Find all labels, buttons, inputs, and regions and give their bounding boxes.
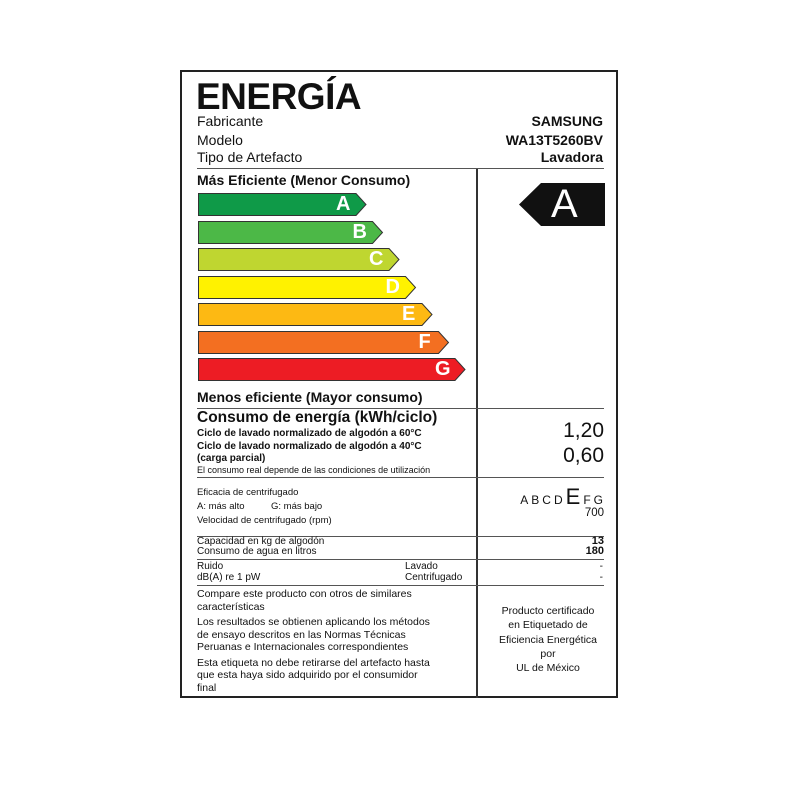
noise-unit: dB(A) re 1 pW	[197, 572, 261, 583]
consumption-heading: Consumo de energía (kWh/ciclo)	[197, 409, 438, 426]
footer-notes: Compare este producto con otros de simil…	[197, 588, 430, 694]
cycle-40-sublabel: (carga parcial)	[197, 453, 266, 464]
remove-note-3: final	[197, 681, 217, 694]
cert-line: Producto certificado	[501, 605, 595, 617]
noise-spin-label: Centrifugado	[405, 572, 463, 583]
type-value: Lavadora	[540, 149, 603, 165]
results-note: Los resultados se obtienen aplicando los…	[197, 616, 430, 628]
model-label: Modelo	[197, 132, 243, 148]
divider	[197, 585, 604, 586]
capacity-value: 13	[591, 535, 604, 547]
efficiency-bar-letter: G	[435, 358, 451, 380]
cert-line: por	[540, 647, 556, 660]
rating-indicator: A	[519, 183, 605, 226]
spin-speed-value: 700	[584, 507, 604, 519]
noise-wash-label: Lavado	[405, 561, 438, 572]
efficiency-bar-letter: D	[385, 275, 400, 298]
page-title: ENERGÍA	[196, 76, 362, 117]
efficiency-bar-letter: C	[369, 248, 384, 270]
efficiency-bar-letter: F	[418, 330, 431, 353]
energy-label	[180, 70, 618, 698]
spin-class-e: E	[565, 484, 582, 509]
noise-spin-value: -	[599, 572, 603, 583]
efficiency-bar-letter: A	[336, 193, 351, 215]
cycle-60-value: 1,20	[563, 419, 604, 442]
capacity-label: Capacidad en kg de algodón	[197, 536, 325, 547]
divider	[197, 559, 604, 560]
spin-speed-label: Velocidad de centrifugado (rpm)	[197, 515, 332, 526]
divider	[197, 536, 604, 537]
water-value: 180	[585, 545, 604, 557]
remove-note: Esta etiqueta no debe retirarse del arte…	[197, 656, 430, 669]
spin-class-g: G	[593, 493, 604, 507]
spin-low-label: G: más bajo	[271, 501, 323, 512]
cycle-60-label: Ciclo de lavado normalizado de algodón a…	[197, 428, 422, 439]
manufacturer-value: SAMSUNG	[531, 113, 603, 129]
noise-wash-value: -	[599, 561, 603, 572]
divider	[197, 477, 604, 478]
water-label: Consumo de agua en litros	[197, 546, 317, 557]
cert-line: en Etiquetado de	[508, 619, 588, 632]
compare-note-2: características	[197, 600, 265, 613]
results-note-2: de ensayo descritos en las Normas Técnic…	[197, 628, 406, 641]
type-label: Tipo de Artefacto	[197, 149, 303, 165]
manufacturer-label: Fabricante	[197, 113, 264, 129]
spin-class-b: B	[531, 493, 541, 507]
spin-class-f: F	[583, 493, 592, 507]
cert-line: Eficiencia Energética	[498, 633, 598, 646]
remove-note-2: que esta haya sido adquirido por el cons…	[197, 669, 418, 681]
rating-letter: A	[551, 182, 578, 226]
least-efficient-label: Menos eficiente (Mayor consumo)	[197, 389, 423, 405]
spin-class-a: A	[520, 493, 530, 507]
most-efficient-label: Más Eficiente (Menor Consumo)	[197, 172, 411, 188]
cycle-40-value: 0,60	[563, 444, 604, 467]
results-note-3: Peruanas e Internacionales correspondien…	[197, 641, 409, 653]
spin-class-d: D	[553, 493, 564, 507]
model-value: WA13T5260BV	[505, 132, 603, 148]
certification: Producto certificado en Etiquetado de Ef…	[478, 604, 618, 675]
spin-class-c: C	[542, 493, 552, 507]
efficiency-bar-letter: E	[402, 303, 416, 325]
compare-note: Compare este producto con otros de simil…	[197, 588, 412, 600]
divider	[197, 408, 604, 409]
efficiency-bar-letter: B	[352, 220, 367, 243]
consumption-note: El consumo real depende de las condicion…	[197, 465, 431, 475]
divider	[197, 168, 604, 169]
noise-label: Ruido	[197, 561, 224, 572]
spin-efficiency-scale: A B C DE F G	[518, 484, 604, 510]
spin-efficiency-label: Eficacia de centrifugado	[197, 487, 299, 498]
spin-high-label: A: más alto	[197, 501, 245, 512]
column-divider	[476, 168, 478, 698]
cert-line: UL de México	[516, 662, 580, 675]
cycle-40-label: Ciclo de lavado normalizado de algodón a…	[197, 441, 422, 452]
